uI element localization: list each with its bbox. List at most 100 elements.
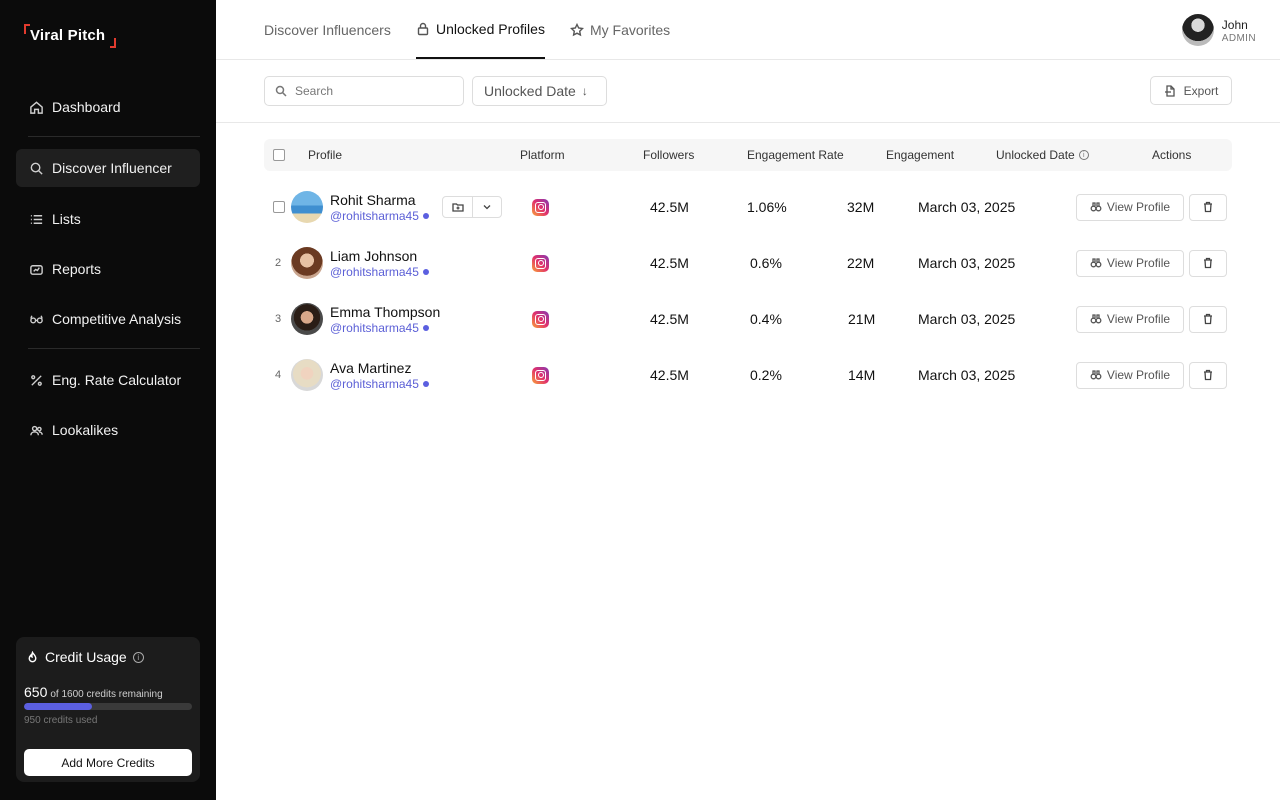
select-all-checkbox[interactable] — [273, 149, 285, 161]
header-platform[interactable]: Platform — [520, 148, 565, 162]
view-profile-button[interactable]: View Profile — [1076, 305, 1184, 333]
tab-unlocked-profiles[interactable]: Unlocked Profiles — [416, 0, 545, 59]
filter-bar: Unlocked Date ↓ Export — [216, 60, 1280, 123]
credit-flame-icon — [28, 650, 37, 662]
profile-handle-text: @rohitsharma45 — [330, 264, 419, 279]
add-to-folder-button[interactable] — [443, 197, 472, 217]
user-avatar — [1181, 14, 1214, 46]
sidebar-item-reports[interactable]: Reports — [16, 250, 200, 288]
platform-cell — [532, 347, 549, 403]
delete-button[interactable] — [1189, 305, 1227, 333]
profile-cell[interactable]: Liam Johnson @rohitsharma45 — [291, 235, 429, 291]
engagement-rate-cell: 1.06% — [747, 199, 787, 215]
profile-name: Emma Thompson — [330, 303, 441, 320]
view-profile-label: View Profile — [1106, 312, 1171, 326]
profile-handle-text: @rohitsharma45 — [330, 320, 419, 335]
sidebar-item-lists[interactable]: Lists — [16, 200, 200, 238]
sidebar-item-discover-influencer[interactable]: Discover Influencer — [16, 149, 200, 187]
binoculars-icon — [1090, 258, 1102, 268]
unlocked-date-cell: March 03, 2025 — [918, 199, 1016, 215]
sidebar-item-eng-rate-calculator[interactable]: Eng. Rate Calculator — [16, 361, 200, 399]
unlocked-date-cell: March 03, 2025 — [918, 367, 1016, 383]
nav-divider — [28, 348, 200, 349]
platform-cell — [532, 291, 549, 347]
user-info: John ADMIN — [1222, 17, 1256, 44]
view-profile-button[interactable]: View Profile — [1076, 361, 1184, 389]
sort-unlocked-date-button[interactable]: Unlocked Date ↓ — [472, 76, 607, 106]
add-more-credits-button[interactable]: Add More Credits — [24, 749, 192, 776]
followers-cell: 42.5M — [650, 367, 689, 383]
profile-handle: @rohitsharma45 — [330, 321, 440, 335]
profile-handle-text: @rohitsharma45 — [330, 376, 419, 391]
instagram-icon — [532, 366, 549, 384]
profile-text: Liam Johnson @rohitsharma45 — [330, 248, 429, 279]
tab-my-favorites[interactable]: My Favorites — [570, 0, 670, 60]
export-button[interactable]: Export — [1150, 76, 1232, 105]
profile-name: Liam Johnson — [330, 247, 418, 264]
sidebar-item-competitive-analysis[interactable]: Competitive Analysis — [16, 300, 200, 338]
reports-icon — [28, 261, 44, 277]
arrow-down-icon: ↓ — [581, 84, 588, 98]
trash-icon — [1204, 369, 1212, 381]
sidebar-item-label: Lookalikes — [52, 422, 119, 438]
view-profile-label: View Profile — [1106, 368, 1171, 382]
profile-handle: @rohitsharma45 — [330, 377, 429, 391]
more-options-dropdown[interactable] — [472, 197, 501, 217]
avatar — [291, 303, 323, 335]
unlock-icon — [417, 22, 429, 35]
profile-cell[interactable]: Emma Thompson @rohitsharma45 — [291, 291, 440, 347]
table-row: 4 Ava Martinez @rohitsharma45 42.5M 0.2%… — [264, 347, 1232, 403]
profile-handle: @rohitsharma45 — [330, 209, 429, 223]
instagram-icon — [532, 254, 549, 272]
delete-button[interactable] — [1189, 361, 1227, 389]
row-checkbox[interactable] — [273, 201, 285, 213]
header-profile[interactable]: Profile — [308, 148, 343, 162]
table-header: Profile Platform Followers Engagement Ra… — [264, 139, 1232, 171]
profile-text: Emma Thompson @rohitsharma45 — [330, 304, 440, 335]
search-input[interactable] — [295, 84, 455, 98]
engagement-cell: 22M — [847, 255, 875, 271]
profile-handle-text: @rohitsharma45 — [330, 208, 419, 223]
binoculars-icon — [1090, 370, 1102, 380]
delete-button[interactable] — [1189, 249, 1227, 277]
view-profile-button[interactable]: View Profile — [1076, 193, 1184, 221]
profile-cell[interactable]: Ava Martinez @rohitsharma45 — [291, 347, 429, 403]
header-unlocked-date[interactable]: Unlocked Date i — [996, 139, 1089, 171]
brand-logo[interactable]: Viral Pitch — [24, 24, 116, 48]
export-label: Export — [1183, 83, 1219, 98]
sort-label: Unlocked Date — [484, 83, 576, 99]
star-icon — [570, 23, 584, 37]
info-icon[interactable]: i — [132, 651, 144, 663]
info-icon[interactable]: i — [1078, 150, 1089, 160]
delete-button[interactable] — [1189, 193, 1227, 221]
view-profile-button[interactable]: View Profile — [1076, 249, 1184, 277]
tab-discover-influencers[interactable]: Discover Influencers — [264, 0, 391, 60]
header-engagement-rate[interactable]: Engagement Rate — [747, 148, 844, 162]
header-engagement[interactable]: Engagement — [886, 148, 955, 162]
credits-remaining: 650 of 1600 credits remaining — [24, 684, 163, 700]
user-menu[interactable]: John ADMIN — [1181, 14, 1256, 46]
search-box — [264, 76, 464, 106]
sidebar: Viral Pitch Dashboard Discover Influence… — [0, 0, 216, 800]
engagement-cell: 32M — [847, 199, 875, 215]
home-icon — [28, 99, 44, 115]
percent-icon — [28, 372, 44, 388]
user-role: ADMIN — [1221, 32, 1256, 44]
unlocked-date-cell: March 03, 2025 — [918, 255, 1016, 271]
row-tools-group — [442, 196, 502, 218]
verified-icon — [422, 268, 429, 275]
row-index-cell: 3 — [275, 291, 281, 347]
sidebar-item-dashboard[interactable]: Dashboard — [16, 88, 200, 126]
verified-icon — [422, 324, 429, 331]
header-actions: Actions — [1152, 148, 1192, 162]
avatar — [291, 191, 323, 223]
header-followers[interactable]: Followers — [643, 148, 695, 162]
trash-icon — [1204, 257, 1212, 269]
profile-cell[interactable]: Rohit Sharma @rohitsharma45 — [291, 179, 429, 235]
select-all-checkbox-cell — [273, 139, 285, 171]
delete-cell — [1189, 235, 1227, 291]
profile-name: Ava Martinez — [330, 359, 412, 376]
credit-progress-bar — [24, 703, 192, 710]
sidebar-item-lookalikes[interactable]: Lookalikes — [16, 411, 200, 449]
instagram-icon — [532, 198, 549, 216]
